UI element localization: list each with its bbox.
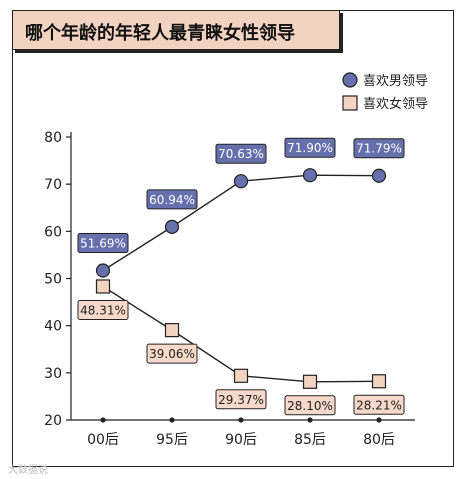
male-point [95, 263, 111, 278]
y-tick-label: 60 [44, 224, 62, 240]
female-point [302, 374, 318, 389]
legend-female-label: 喜欢女领导 [363, 96, 428, 112]
female-data-label: 28.21% [356, 398, 402, 412]
legend-male-marker [342, 72, 358, 88]
female-data-label-box [77, 299, 129, 320]
male-data-label-box [146, 189, 198, 210]
female-point [164, 323, 180, 338]
male-data-label-box [353, 138, 405, 159]
male-point [371, 168, 387, 183]
female-data-label-box [215, 389, 267, 410]
x-tick-label: 00后 [87, 432, 119, 448]
male-data-label: 70.63% [218, 147, 264, 161]
x-tick-label: 90后 [225, 432, 257, 448]
female-point [95, 279, 111, 294]
y-tick-label: 70 [44, 177, 62, 193]
male-data-label: 71.79% [356, 142, 402, 156]
female-data-label-box [353, 394, 405, 415]
chart-title: 哪个年龄的年轻人最青睐女性领导 [25, 23, 295, 44]
male-point [233, 174, 249, 189]
male-data-label: 60.94% [149, 193, 195, 207]
y-tick-label: 30 [44, 366, 62, 382]
male-data-label: 51.69% [80, 237, 126, 251]
watermark-text: 大数据说 [8, 465, 48, 476]
title-box: 哪个年龄的年轻人最青睐女性领导 [12, 10, 340, 50]
female-data-label: 48.31% [80, 303, 126, 317]
y-tick-label: 40 [44, 319, 62, 335]
x-tick-label: 85后 [294, 432, 326, 448]
male-series-line [102, 174, 380, 272]
y-tick-label: 80 [44, 130, 62, 146]
male-point [164, 219, 180, 234]
x-tick-label: 95后 [156, 432, 188, 448]
female-data-label-box [146, 343, 198, 364]
female-data-label: 28.10% [287, 399, 333, 413]
female-series-line [102, 285, 380, 383]
female-data-label: 29.37% [218, 393, 264, 407]
x-tick-dot [376, 417, 382, 423]
x-tick-dot [307, 417, 313, 423]
male-data-label-box [215, 143, 267, 164]
x-tick-dot [169, 417, 175, 423]
female-point [371, 374, 387, 389]
x-tick-label: 80后 [363, 432, 395, 448]
male-data-label-box [77, 233, 129, 254]
female-data-label: 39.06% [149, 347, 195, 361]
y-tick-label: 20 [44, 413, 62, 429]
male-data-label: 71.90% [287, 141, 333, 155]
male-data-label-box [284, 137, 336, 158]
legend-female-marker [342, 95, 358, 111]
female-data-label-box [284, 395, 336, 416]
male-point [302, 168, 318, 183]
legend-male-label: 喜欢男领导 [363, 74, 428, 89]
female-point [233, 368, 249, 383]
x-tick-dot [100, 417, 106, 423]
y-tick-label: 50 [44, 272, 62, 288]
x-tick-dot [238, 417, 244, 423]
